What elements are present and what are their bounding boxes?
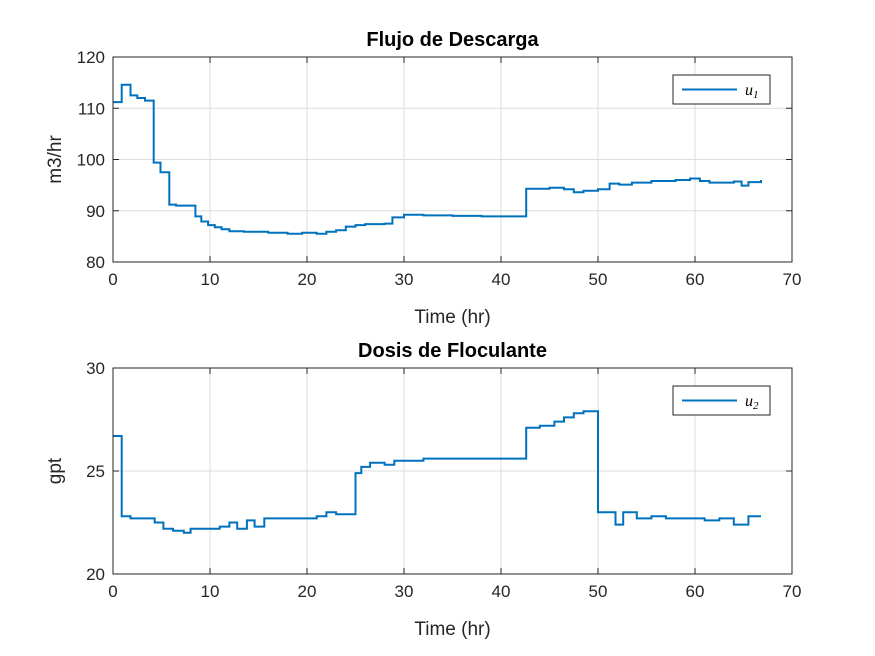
x-tick-label: 50: [589, 270, 608, 289]
y-tick-label: 30: [86, 359, 105, 378]
y-axis-label: m3/hr: [45, 135, 66, 184]
x-axis-label: Time (hr): [414, 619, 490, 640]
x-tick-label: 50: [589, 582, 608, 601]
x-tick-label: 0: [108, 270, 117, 289]
chart-title: Flujo de Descarga: [366, 29, 539, 51]
series-line-u2: [113, 410, 761, 534]
y-tick-label: 120: [77, 48, 105, 67]
legend-entry-text: u2: [745, 393, 759, 412]
legend-entry-subscript: 1: [753, 89, 759, 101]
x-tick-label: 20: [298, 270, 317, 289]
legend: u1: [672, 74, 771, 105]
x-tick-label: 40: [492, 270, 511, 289]
x-tick-label: 40: [492, 582, 511, 601]
chart-dosis-de-floculante: 0 10 20 30 40 50 60 70 20 25 30 Dosis de Floculante…: [45, 340, 801, 640]
x-tick-label: 30: [395, 270, 414, 289]
x-tick-label: 10: [201, 270, 220, 289]
x-tick-label: 0: [108, 582, 117, 601]
x-tick-label: 10: [201, 582, 220, 601]
x-tick-label: 30: [395, 582, 414, 601]
y-tick-label: 110: [78, 99, 105, 118]
x-tick-label: 20: [298, 582, 317, 601]
y-tick-label: 100: [77, 151, 105, 170]
chart-flujo-de-descarga: 0 10 20 30 40 50 60 70 80 90 100 110 120 Flujo de Des…: [45, 29, 801, 328]
y-tick-label: 80: [86, 253, 105, 272]
legend-entry-name: u: [745, 393, 753, 410]
x-tick-label: 60: [686, 270, 705, 289]
x-tick-label: 70: [783, 582, 802, 601]
chart-title: Dosis de Floculante: [358, 340, 547, 362]
x-tick-label: 70: [783, 270, 802, 289]
legend-entry-subscript: 2: [753, 400, 759, 412]
x-axis-label: Time (hr): [414, 307, 490, 328]
y-tick-label: 90: [86, 202, 105, 221]
legend: u2: [672, 385, 771, 416]
x-tick-label: 60: [686, 582, 705, 601]
legend-entry-name: u: [745, 82, 753, 99]
y-axis-label: gpt: [45, 457, 66, 484]
legend-entry-text: u1: [745, 82, 759, 101]
y-tick-label: 25: [86, 462, 105, 481]
y-tick-label: 20: [86, 565, 105, 584]
series-line-u1: [113, 83, 762, 235]
